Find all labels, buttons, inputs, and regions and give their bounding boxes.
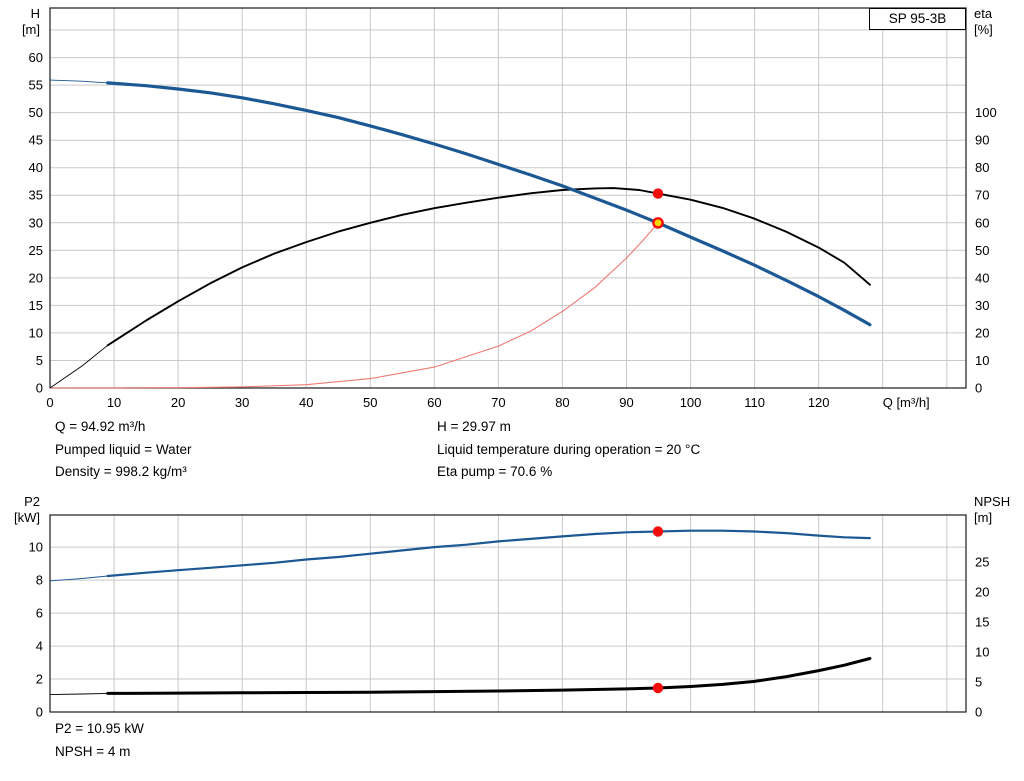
duty-info-left: Q = 94.92 m³/h Pumped liquid = Water Den… — [55, 416, 191, 484]
x-tick-label: 10 — [107, 395, 121, 410]
y-left-tick-label: 4 — [36, 639, 43, 654]
gridlines — [50, 8, 966, 388]
y-left-tick-label: 5 — [36, 353, 43, 368]
y-right-tick-label: 20 — [975, 325, 989, 340]
p2-curve — [106, 529, 871, 578]
y-left-tick-label: 8 — [36, 573, 43, 588]
y-right-tick-label: 15 — [975, 614, 989, 629]
x-tick-label: 0 — [46, 395, 53, 410]
y-left-tick-label: 10 — [29, 540, 43, 555]
y-right-tick-label: 0 — [975, 381, 982, 396]
npsh-curve — [106, 657, 872, 695]
y-left-tick-label: 0 — [36, 705, 43, 720]
y-right-tick-label: 0 — [975, 705, 982, 720]
gridlines — [50, 515, 966, 712]
x-tick-label: 40 — [299, 395, 313, 410]
y-right-axis-title: eta — [974, 6, 993, 21]
npsh-curve-leadin — [49, 692, 108, 696]
info-line-liquid: Pumped liquid = Water — [55, 441, 192, 457]
y-right-tick-label: 25 — [975, 554, 989, 569]
y-left-tick-label: 25 — [29, 243, 43, 258]
y-right-axis-title: [%] — [974, 22, 993, 37]
y-right-tick-label: 70 — [975, 188, 989, 203]
plot-border — [49, 7, 967, 389]
y-right-tick-label: 10 — [975, 644, 989, 659]
y-left-tick-label: 35 — [29, 188, 43, 203]
x-tick-label: 80 — [555, 395, 569, 410]
y-right-tick-label: 60 — [975, 215, 989, 230]
y-right-tick-label: 5 — [975, 674, 982, 689]
y-left-tick-label: 45 — [29, 133, 43, 148]
y-right-tick-label: 80 — [975, 160, 989, 175]
y-left-tick-label: 50 — [29, 105, 43, 120]
duty-info-bottom: P2 = 10.95 kW NPSH = 4 m — [55, 718, 144, 763]
info-line-p2: P2 = 10.95 kW — [55, 721, 144, 736]
y-right-tick-label: 20 — [975, 584, 989, 599]
x-tick-label: 110 — [744, 395, 765, 410]
info-line-head: H = 29.97 m — [437, 419, 511, 434]
x-tick-label: 120 — [808, 395, 830, 410]
system-curve — [49, 222, 659, 389]
y-right-tick-label: 90 — [975, 133, 989, 148]
y-right-tick-label: 100 — [975, 105, 997, 120]
x-tick-label: 30 — [235, 395, 249, 410]
head-efficiency-chart: 0 5 10 15 20 25 30 35 40 45 50 55 60 0 10 20 30 40 50 60 70 8… — [22, 6, 997, 410]
y-left-tick-label: 20 — [29, 270, 43, 285]
y-right-tick-label: 30 — [975, 298, 989, 313]
plot-border — [49, 514, 967, 713]
p2-curve-leadin — [49, 575, 108, 582]
head-curve — [106, 81, 872, 327]
x-tick-label: 20 — [171, 395, 185, 410]
info-line-npsh: NPSH = 4 m — [55, 743, 131, 759]
y-right-axis-title: [m] — [974, 510, 992, 525]
duty-info-right: H = 29.97 m Liquid temperature during op… — [437, 416, 700, 484]
y-left-axis-title: H — [31, 6, 40, 21]
info-line-temperature: Liquid temperature during operation = 20… — [437, 441, 701, 457]
x-tick-label: 90 — [619, 395, 633, 410]
duty-point-p2 — [652, 526, 664, 537]
y-left-tick-label: 6 — [36, 606, 43, 621]
y-left-tick-label: 60 — [29, 50, 43, 65]
x-tick-label: 60 — [427, 395, 441, 410]
info-line-flow: Q = 94.92 m³/h — [55, 419, 146, 434]
y-left-tick-label: 10 — [29, 325, 43, 340]
y-left-axis-title: [m] — [22, 22, 40, 37]
p2-npsh-chart: 0 2 4 6 8 10 0 5 10 15 20 25 P2[kW] NPSH[m] — [14, 494, 1010, 720]
x-axis-title: Q [m³/h] — [883, 395, 930, 410]
y-left-tick-label: 15 — [29, 298, 43, 313]
y-left-tick-label: 55 — [29, 78, 43, 93]
y-right-tick-label: 10 — [975, 353, 989, 368]
info-line-eta: Eta pump = 70.6 % — [437, 464, 553, 479]
duty-point-head — [652, 217, 664, 229]
duty-point-npsh — [652, 682, 664, 694]
y-left-tick-label: 0 — [36, 381, 43, 396]
y-left-tick-label: 40 — [29, 160, 43, 175]
y-right-tick-label: 50 — [975, 243, 989, 258]
y-left-tick-label: 2 — [36, 672, 43, 687]
info-line-density: Density = 998.2 kg/m³ — [55, 464, 187, 479]
x-tick-label: 70 — [491, 395, 505, 410]
y-right-tick-label: 40 — [975, 270, 989, 285]
y-left-axis-title: [kW] — [14, 510, 40, 525]
duty-point-efficiency — [652, 188, 664, 199]
x-tick-label: 100 — [680, 395, 702, 410]
efficiency-curve-leadin — [49, 344, 108, 389]
efficiency-curve — [106, 187, 871, 347]
y-left-axis-title: P2 — [24, 494, 40, 509]
y-left-tick-label: 30 — [29, 215, 43, 230]
pump-model-box: SP 95-3B — [869, 8, 966, 30]
x-tick-label: 50 — [363, 395, 377, 410]
head-curve-leadin — [49, 79, 108, 84]
y-right-axis-title: NPSH — [974, 494, 1010, 509]
